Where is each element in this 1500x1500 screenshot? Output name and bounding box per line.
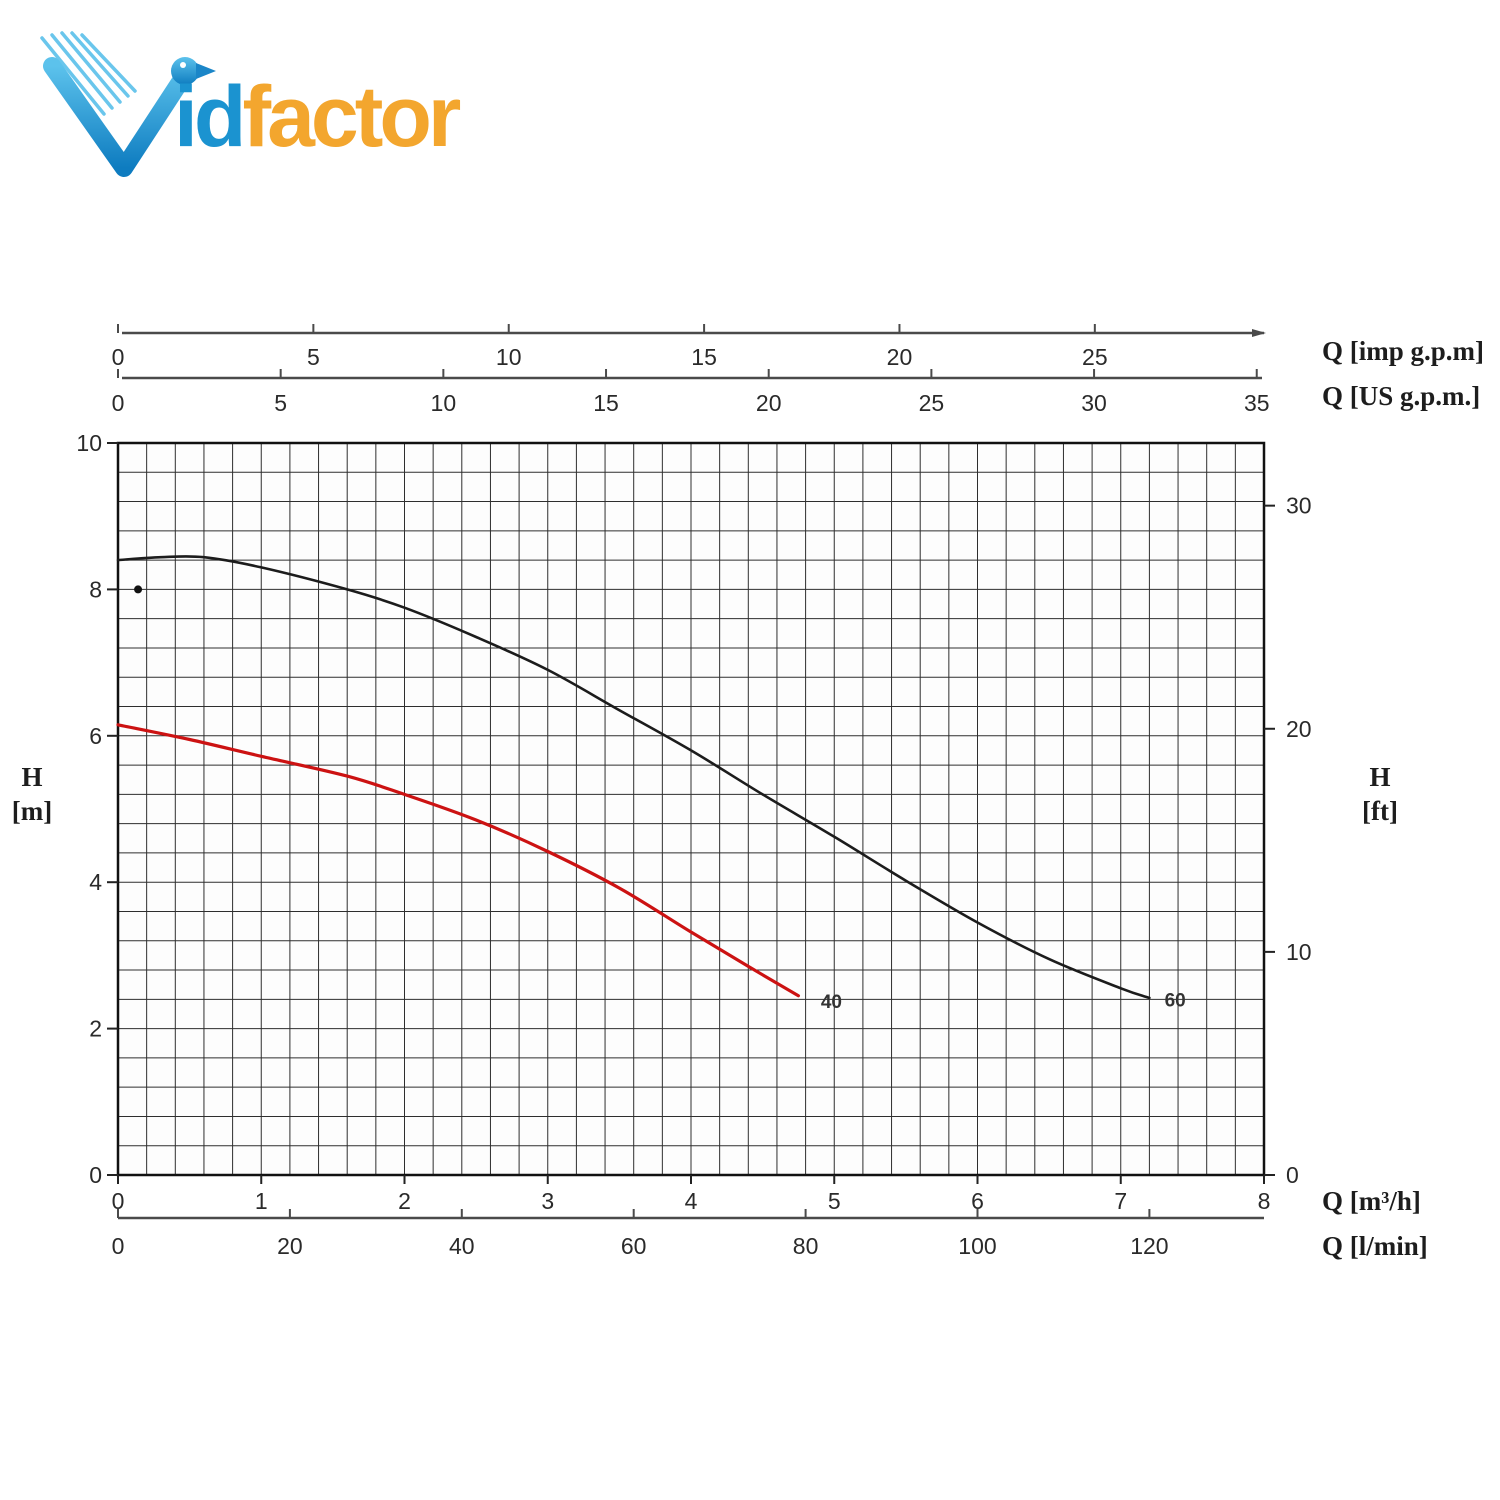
axis-label-imp-gpm: Q [imp g.p.m] [1322, 336, 1484, 366]
svg-text:2: 2 [89, 1016, 102, 1042]
svg-text:8: 8 [1258, 1188, 1271, 1214]
svg-text:0: 0 [112, 1188, 125, 1214]
vidfactor-bird-icon [40, 31, 216, 177]
vidfactor-logo: idfactor [38, 30, 461, 180]
axis-top-us-gpm: 0 5 10 15 20 25 30 35 [112, 369, 1270, 416]
svg-text:10: 10 [496, 344, 522, 370]
svg-text:40: 40 [449, 1233, 475, 1259]
svg-text:0: 0 [112, 390, 125, 416]
axis-label-head-m: H [m] [2, 760, 62, 828]
svg-text:120: 120 [1130, 1233, 1168, 1259]
svg-text:80: 80 [793, 1233, 819, 1259]
svg-text:35: 35 [1244, 390, 1270, 416]
svg-text:25: 25 [1082, 344, 1108, 370]
logo-text-factor: factor [242, 69, 461, 165]
svg-text:20: 20 [1286, 716, 1312, 742]
svg-text:8: 8 [89, 576, 102, 602]
axis-top-imp-gpm: 0 5 10 15 20 25 [112, 324, 1266, 370]
svg-text:15: 15 [691, 344, 717, 370]
svg-text:25: 25 [919, 390, 945, 416]
curve-label-60: 60 [1165, 991, 1186, 1012]
axis-label-head-m-line1: H [21, 762, 43, 792]
svg-text:15: 15 [593, 390, 619, 416]
axis-label-m3h: Q [m³/h] [1322, 1186, 1421, 1216]
axis-label-head-ft-line2: [ft] [1362, 796, 1398, 826]
svg-text:7: 7 [1114, 1188, 1127, 1214]
svg-text:0: 0 [1286, 1162, 1299, 1188]
svg-text:60: 60 [621, 1233, 647, 1259]
svg-text:10: 10 [76, 430, 102, 456]
svg-text:2: 2 [398, 1188, 411, 1214]
svg-text:0: 0 [112, 1233, 125, 1259]
axis-right-h-ft: 0 10 20 30 [1264, 493, 1312, 1188]
svg-text:20: 20 [277, 1233, 303, 1259]
svg-text:20: 20 [756, 390, 782, 416]
svg-text:4: 4 [89, 869, 102, 895]
axis-label-head-ft-line1: H [1369, 762, 1391, 792]
axis-label-head-ft: H [ft] [1350, 760, 1410, 828]
svg-text:6: 6 [89, 723, 102, 749]
svg-text:100: 100 [958, 1233, 996, 1259]
svg-text:10: 10 [1286, 939, 1312, 965]
svg-text:0: 0 [112, 344, 125, 370]
svg-text:1: 1 [255, 1188, 268, 1214]
axis-label-head-m-line2: [m] [11, 796, 53, 826]
svg-text:5: 5 [274, 390, 287, 416]
curve-40: 40 [116, 723, 842, 1013]
svg-text:4: 4 [685, 1188, 698, 1214]
grid [117, 442, 1265, 1176]
svg-text:20: 20 [887, 344, 913, 370]
axis-label-us-gpm: Q [US g.p.m.] [1322, 381, 1481, 411]
logo-text: idfactor [174, 74, 461, 160]
svg-text:6: 6 [971, 1188, 984, 1214]
svg-text:5: 5 [828, 1188, 841, 1214]
svg-text:3: 3 [541, 1188, 554, 1214]
svg-text:0: 0 [89, 1162, 102, 1188]
logo-text-id: id [174, 69, 246, 165]
axis-left-h-m: 0 2 4 6 8 10 [76, 430, 118, 1188]
curve-label-40: 40 [821, 992, 842, 1013]
svg-text:30: 30 [1081, 390, 1107, 416]
data-point-marker [134, 585, 143, 594]
axis-bottom-lmin: 0 20 40 60 80 100 120 [112, 1209, 1264, 1259]
svg-text:10: 10 [431, 390, 457, 416]
axis-bottom-m3h: 0 1 2 3 4 5 6 7 8 [112, 1175, 1271, 1214]
svg-text:5: 5 [307, 344, 320, 370]
axis-label-lmin: Q [l/min] [1322, 1231, 1428, 1261]
svg-text:30: 30 [1286, 493, 1312, 519]
curve-60: 60 [116, 555, 1186, 1012]
